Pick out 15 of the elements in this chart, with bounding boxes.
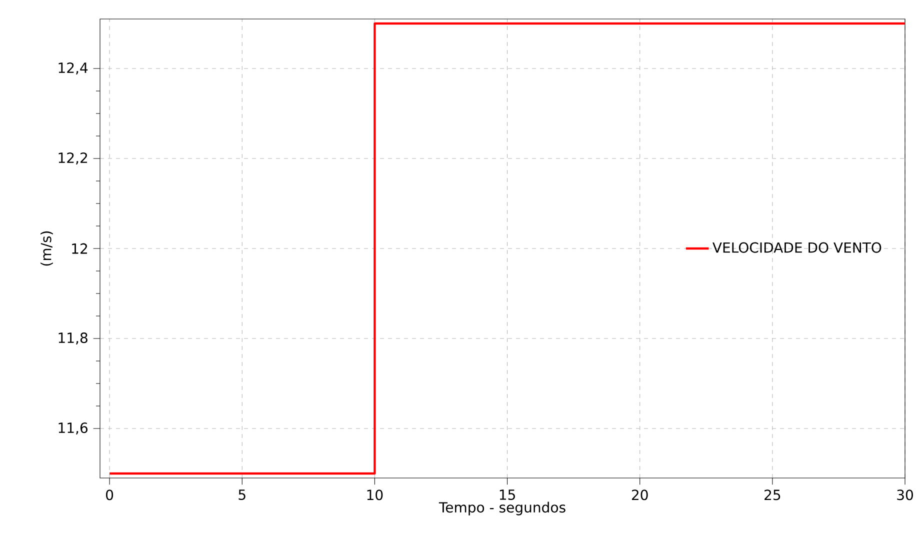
- x-tick-label: 20: [632, 490, 648, 500]
- y-tick-label: 12: [72, 243, 87, 254]
- x-axis-title: Tempo - segundos: [438, 502, 566, 516]
- y-axis-title: (m/s): [40, 231, 53, 266]
- x-tick-label: 15: [500, 490, 515, 500]
- legend-label: VELOCIDADE DO VENTO: [712, 242, 882, 253]
- x-tick-label: 10: [367, 490, 383, 500]
- y-tick-label: 12,4: [58, 62, 88, 75]
- x-tick-label: 30: [897, 490, 913, 500]
- y-tick-label: 11,6: [58, 422, 88, 435]
- x-tick-label: 25: [764, 490, 780, 500]
- y-tick-label: 11,8: [58, 332, 88, 345]
- x-tick-label: 0: [106, 490, 114, 500]
- x-tick-label: 5: [238, 490, 246, 500]
- y-tick-label: 12,2: [58, 152, 87, 165]
